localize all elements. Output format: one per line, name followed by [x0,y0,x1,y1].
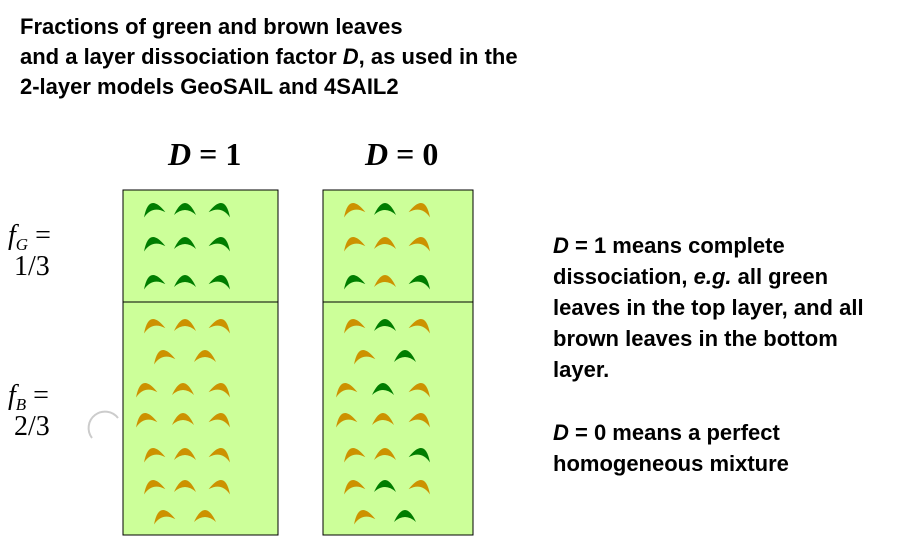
brown-leaf [208,383,230,398]
brown-leaf [354,510,376,525]
brown-leaf [136,413,158,428]
column-label-d1: D = 1 [168,136,241,173]
brown-leaf [136,383,158,398]
brown-leaf [208,413,230,428]
green-leaf [144,203,166,218]
brown-leaf [408,480,430,495]
green-leaf [144,275,166,290]
brown-leaf [144,319,166,334]
fraction-green-value: 1/3 [14,251,50,282]
fraction-green-label: fG = 1/3 [8,220,51,283]
brown-leaf [174,448,196,460]
diagram-title: Fractions of green and brown leaves and … [20,12,518,102]
brown-leaf [374,275,396,287]
title-line-1: Fractions of green and brown leaves [20,14,403,39]
green-leaf [374,319,396,331]
green-leaf [174,203,196,215]
title-line-3: 2-layer models GeoSAIL and 4SAIL2 [20,74,399,99]
fraction-brown-label: fB = 2/3 [8,380,50,443]
brown-leaf [154,510,176,525]
canopy-d0-leaves [336,203,430,525]
green-leaf [208,237,230,252]
brown-leaf [172,383,194,395]
green-leaf [408,448,430,463]
brown-leaf [194,510,216,522]
green-leaf [408,275,430,290]
brown-leaf [174,480,196,492]
green-leaf [374,480,396,492]
green-leaf [394,350,416,362]
brown-leaf [374,237,396,249]
brown-leaf [208,448,230,463]
brown-leaf [208,319,230,334]
title-variable-d: D [342,44,359,69]
green-leaf [208,203,230,218]
brown-leaf [344,203,366,218]
note-d1: D = 1 means complete dissociation, e.g. … [553,233,864,382]
column-label-d0-eq: = 0 [388,136,439,172]
green-leaf [208,275,230,290]
brown-leaf [194,350,216,362]
brown-leaf [408,319,430,334]
fraction-green-symbol: fG = [8,220,51,254]
green-leaf [374,203,396,215]
column-label-d1-eq: = 1 [191,136,242,172]
fraction-brown-symbol: fB = [8,380,49,414]
green-leaf [344,275,366,290]
brown-leaf [344,480,366,495]
canopy-d1-leaves [136,203,230,525]
brown-leaf [408,383,430,398]
title-line-2-start: and a layer dissociation factor [20,44,343,69]
brown-leaf [336,413,358,428]
brown-leaf [208,480,230,495]
brown-leaf [354,350,376,365]
canopy-d0-box [322,189,474,536]
decorative-arc [87,410,119,439]
brown-leaf [372,413,394,425]
brown-leaf [408,413,430,428]
column-label-d1-var: D [168,136,192,172]
canopy-d1-box [122,189,279,536]
brown-leaf [144,448,166,463]
fraction-brown-value: 2/3 [14,411,50,442]
green-leaf [394,510,416,522]
brown-leaf [344,319,366,334]
brown-leaf [174,319,196,331]
brown-leaf [144,480,166,495]
brown-leaf [408,237,430,252]
brown-leaf [408,203,430,218]
brown-leaf [336,383,358,398]
brown-leaf [344,237,366,252]
green-leaf [174,237,196,249]
note-d0: D = 0 means a perfect homogeneous mixtur… [553,420,789,476]
green-leaf [174,275,196,287]
brown-leaf [374,448,396,460]
column-label-d0: D = 0 [365,136,438,173]
green-leaf [144,237,166,252]
green-leaf [372,383,394,395]
title-line-2-end: , as used in the [358,44,518,69]
column-label-d0-var: D [365,136,389,172]
brown-leaf [172,413,194,425]
brown-leaf [344,448,366,463]
title-line-2: and a layer dissociation factor D, as us… [20,42,518,72]
brown-leaf [154,350,176,365]
